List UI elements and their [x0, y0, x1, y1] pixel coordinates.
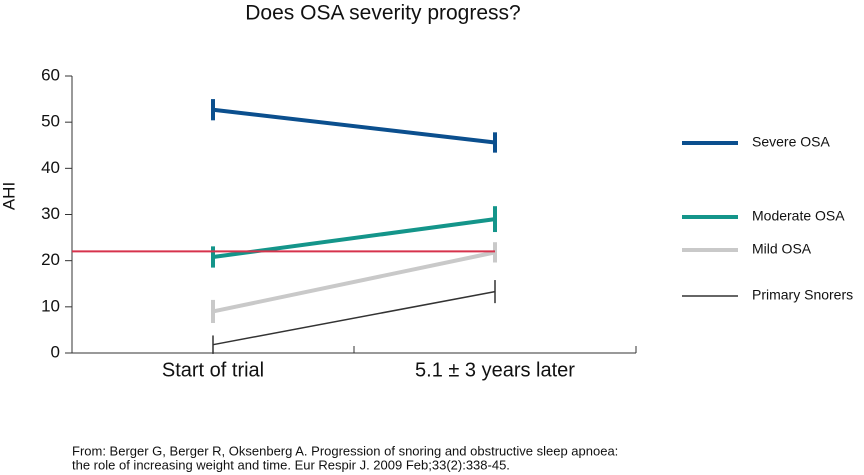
y-tick-label: 20	[41, 250, 60, 269]
x-tick-label: 5.1 ± 3 years later	[415, 359, 575, 381]
chart-title: Does OSA severity progress?	[245, 2, 520, 25]
legend-label: Severe OSA	[752, 134, 830, 150]
source-note: the role of increasing weight and time. …	[72, 457, 510, 472]
y-tick-label: 0	[51, 342, 60, 361]
y-axis-label: AHI	[0, 182, 18, 210]
legend-label: Mild OSA	[752, 241, 812, 257]
y-tick-label: 10	[41, 296, 60, 315]
x-tick-label: Start of trial	[162, 359, 264, 381]
source-note: From: Berger G, Berger R, Oksenberg A. P…	[72, 443, 618, 458]
legend-label: Primary Snorers	[752, 287, 853, 303]
series-line	[212, 250, 496, 314]
legend-label: Moderate OSA	[752, 208, 845, 224]
y-tick-label: 40	[41, 158, 60, 177]
y-tick-label: 50	[41, 112, 60, 131]
series-line	[212, 107, 496, 145]
series-line	[212, 290, 496, 346]
y-tick-label: 30	[41, 204, 60, 223]
y-tick-label: 60	[41, 65, 60, 84]
